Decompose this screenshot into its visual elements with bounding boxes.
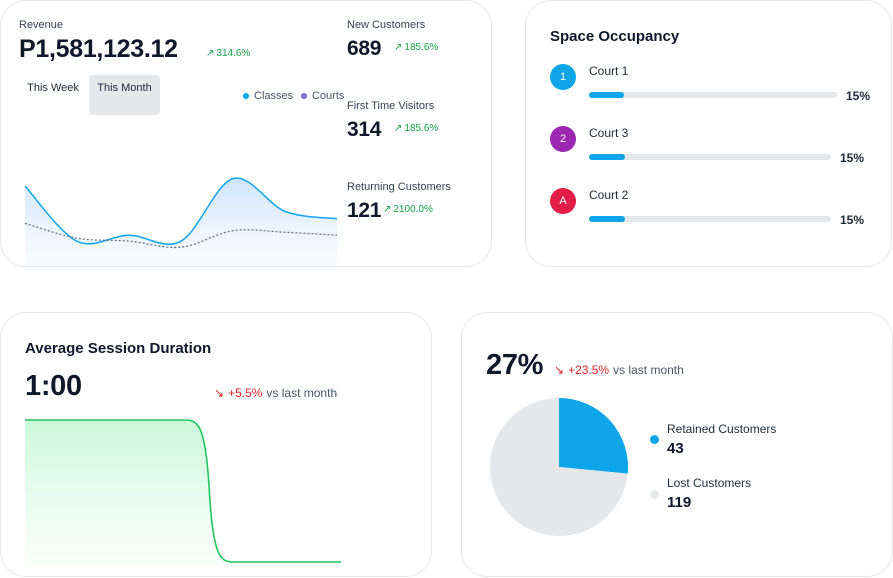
trend-down-icon: ↘ [554, 363, 565, 377]
court-occupancy-fill [589, 216, 626, 222]
retained-customers-value: 43 [667, 440, 684, 457]
court-occupancy-percent: 15% [840, 213, 865, 227]
returning-customers-change: ↗ 2100.0% [383, 204, 433, 215]
legend-courts: Courts [301, 90, 344, 102]
average-session-title: Average Session Duration [25, 340, 212, 357]
classes-area [25, 178, 337, 266]
court-occupancy-fill [589, 92, 624, 98]
court-name: Court 1 [589, 64, 629, 78]
courts-line [25, 222, 337, 249]
revenue-chart [25, 177, 337, 266]
legend-classes: Classes [243, 90, 293, 102]
new-customers-value: 689 [347, 37, 382, 60]
retention-pie-chart [490, 398, 628, 536]
space-occupancy-card: Space Occupancy 1 Court 1 15% 2 Court 3 … [525, 0, 892, 267]
retention-change: ↘ +23.5% vs last month [554, 363, 684, 377]
new-customers-label: New Customers [347, 19, 426, 31]
legend-classes-label: Classes [254, 90, 294, 102]
average-session-change: ↘ +5.5% vs last month [214, 386, 337, 400]
court-badge: 1 [550, 64, 576, 90]
trend-down-icon: ↘ [214, 386, 225, 400]
court-occupancy-bar [589, 216, 831, 222]
session-chart [25, 419, 341, 566]
returning-customers-label: Returning Customers [347, 181, 451, 193]
court-name: Court 2 [589, 188, 629, 202]
pie-slice-lost-customers [490, 398, 628, 536]
space-occupancy-title: Space Occupancy [550, 28, 680, 45]
revenue-label: Revenue [19, 19, 64, 31]
first-time-visitors-change-text: 185.6% [404, 123, 439, 134]
trend-up-icon: ↗ [383, 204, 392, 215]
average-session-value: 1:00 [25, 370, 82, 402]
trend-up-icon: ↗ [394, 123, 403, 134]
revenue-change-text: 314.6% [216, 48, 251, 59]
legend-dot-icon [301, 93, 307, 99]
court-badge: 2 [550, 126, 576, 152]
legend-dot-icon [243, 93, 249, 99]
average-session-card: Average Session Duration 1:00 ↘ +5.5% vs… [0, 312, 432, 577]
session-line [25, 419, 341, 563]
new-customers-change: ↗ 185.6% [394, 42, 438, 53]
retained-customers-label: Retained Customers [667, 422, 777, 436]
court-badge: A [550, 188, 576, 214]
toggle-this-week[interactable]: This Week [27, 82, 79, 94]
first-time-visitors-value: 314 [347, 118, 382, 141]
toggle-this-month[interactable]: This Month [89, 75, 160, 115]
court-occupancy-bar [589, 154, 831, 160]
returning-customers-value: 121 [347, 199, 382, 222]
revenue-card: Revenue P1,581,123.12 ↗ 314.6% This Week … [0, 0, 492, 267]
trend-up-icon: ↗ [206, 48, 215, 59]
retention-value: 27% [486, 349, 544, 381]
lost-dot-icon [650, 490, 659, 499]
lost-customers-label: Lost Customers [667, 476, 752, 490]
court-occupancy-bar [589, 92, 837, 98]
average-session-change-value: +5.5% [228, 386, 263, 400]
session-area [25, 420, 341, 566]
first-time-visitors-label: First Time Visitors [347, 100, 435, 112]
retention-change-value: +23.5% [568, 363, 610, 377]
court-occupancy-percent: 15% [840, 151, 865, 165]
pie-slice-retained-customers [559, 398, 628, 474]
new-customers-change-text: 185.6% [404, 42, 439, 53]
legend-courts-label: Courts [312, 90, 345, 102]
court-name: Court 3 [589, 126, 629, 140]
revenue-change: ↗ 314.6% [206, 48, 250, 59]
retention-change-suffix: vs last month [613, 363, 684, 377]
court-occupancy-percent: 15% [846, 89, 871, 103]
retention-card: 27% ↘ +23.5% vs last month Retained Cust… [461, 312, 893, 577]
returning-customers-change-text: 2100.0% [393, 204, 433, 215]
first-time-visitors-change: ↗ 185.6% [394, 123, 438, 134]
court-occupancy-fill [589, 154, 626, 160]
retained-dot-icon [650, 435, 659, 444]
classes-line [25, 177, 337, 245]
trend-up-icon: ↗ [394, 42, 403, 53]
revenue-value: P1,581,123.12 [19, 35, 178, 63]
lost-customers-value: 119 [667, 494, 692, 511]
average-session-change-suffix: vs last month [266, 386, 338, 400]
